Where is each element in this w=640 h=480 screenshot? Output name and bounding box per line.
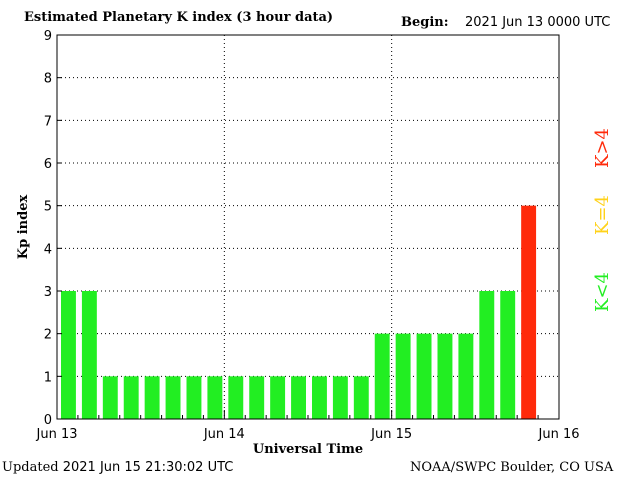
kp-bar: [437, 333, 453, 419]
x-tick-label: Jun 13: [36, 427, 78, 442]
y-tick-label: 8: [44, 72, 52, 87]
kp-bar: [458, 333, 474, 419]
x-axis-title: Universal Time: [253, 442, 363, 457]
kp-bar: [165, 376, 181, 419]
kp-bar: [270, 376, 286, 419]
kp-bar: [312, 376, 327, 419]
y-tick-label: 5: [44, 200, 52, 215]
y-tick-label: 0: [44, 413, 52, 428]
kp-bar: [249, 376, 265, 419]
y-axis-title: Kp index: [16, 195, 31, 260]
kp-bar: [81, 291, 97, 419]
kp-bar: [416, 333, 432, 419]
begin-value: 2021 Jun 13 0000 UTC: [465, 15, 611, 30]
grid-lines: [57, 35, 559, 419]
legend-above: K>4: [592, 128, 613, 168]
axis-ticks: 0 1 2 3 4 5 6 7 8 9 Jun 13 Jun 14 Jun 15 Jun 16: [36, 29, 580, 442]
kp-bar: [228, 376, 244, 419]
kp-bar: [207, 376, 223, 419]
credit-line: NOAA/SWPC Boulder, CO USA: [410, 460, 614, 475]
y-tick-label: 1: [44, 370, 52, 385]
kp-bar: [123, 376, 139, 419]
kp-bar: [291, 376, 306, 419]
y-tick-label: 2: [44, 328, 52, 343]
kp-bar: [186, 376, 202, 419]
kp-bar: [395, 333, 411, 419]
kp-bar: [144, 376, 160, 419]
kp-bar: [374, 333, 390, 419]
x-tick-label: Jun 15: [370, 427, 412, 442]
y-tick-label: 6: [44, 157, 52, 172]
updated-label: Updated: [2, 460, 59, 475]
x-tick-label: Jun 16: [538, 427, 580, 442]
bars: [61, 205, 537, 419]
x-tick-label: Jun 14: [203, 427, 245, 442]
y-tick-label: 3: [44, 285, 52, 300]
kp-bar: [332, 376, 348, 419]
y-tick-label: 9: [44, 29, 52, 44]
y-tick-label: 7: [44, 114, 52, 129]
chart-title: Estimated Planetary K index (3 hour data…: [24, 10, 334, 25]
kp-bar: [521, 205, 537, 419]
legend-equal: K=4: [592, 195, 613, 235]
kp-bar: [61, 291, 76, 419]
updated-timestamp: Updated 2021 Jun 15 21:30:02 UTC: [2, 460, 233, 475]
kp-bar: [500, 291, 516, 419]
kp-bar: [102, 376, 118, 419]
y-tick-label: 4: [44, 242, 52, 257]
begin-label: Begin:: [401, 15, 449, 30]
legend-below: K<4: [592, 272, 613, 312]
kp-bar: [353, 376, 369, 419]
updated-value: 2021 Jun 15 21:30:02 UTC: [62, 460, 234, 475]
kp-bar: [479, 291, 495, 419]
